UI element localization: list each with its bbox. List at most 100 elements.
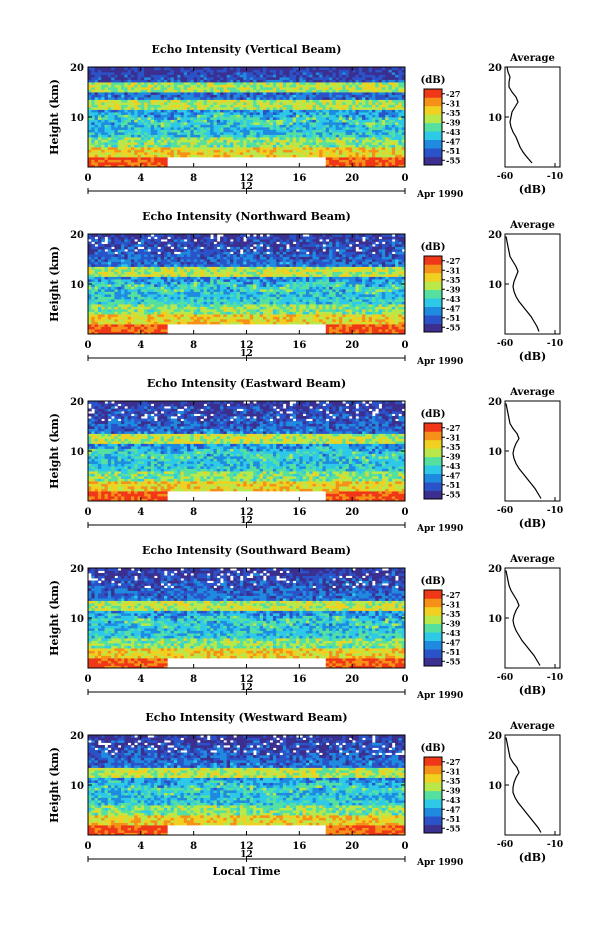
heatmap-cell xyxy=(130,99,135,103)
heatmap-cell xyxy=(187,84,191,88)
heatmap-cell xyxy=(173,309,178,312)
heatmap-cell xyxy=(381,306,386,310)
heatmap-cell xyxy=(150,132,155,135)
heatmap-cell xyxy=(335,314,340,317)
heatmap-cell xyxy=(177,79,181,83)
heatmap-cell xyxy=(157,114,162,118)
heatmap-cell xyxy=(325,109,330,113)
heatmap-cell xyxy=(97,99,102,103)
heatmap-cell xyxy=(398,89,403,93)
heatmap-cell xyxy=(345,104,350,108)
date-label: Apr 1990 xyxy=(416,190,463,200)
heatmap-cell xyxy=(253,92,257,95)
heatmap-cell xyxy=(223,99,228,103)
heatmap-cell xyxy=(305,321,310,325)
heatmap-cell xyxy=(395,162,399,165)
heatmap-cell xyxy=(173,139,178,143)
heatmap-cell xyxy=(378,304,383,307)
heatmap-cell xyxy=(305,94,310,98)
heatmap-cell xyxy=(388,117,393,120)
heatmap-cell xyxy=(226,301,231,305)
heatmap-cell xyxy=(246,109,251,113)
heatmap-cell xyxy=(342,104,346,108)
heatmap-cell xyxy=(220,87,224,90)
heatmap-cell xyxy=(91,306,95,310)
heatmap-cell xyxy=(315,99,320,103)
heatmap-cell xyxy=(196,67,201,70)
heatmap-cell xyxy=(147,319,152,322)
heatmap-cell xyxy=(329,311,333,315)
heatmap-cell xyxy=(365,79,370,83)
heatmap-cell xyxy=(269,84,274,88)
heatmap-cell xyxy=(101,114,105,118)
heatmap-cell xyxy=(279,72,284,75)
heatmap-cell xyxy=(107,324,112,327)
heatmap-cell xyxy=(97,314,102,317)
heatmap-cell xyxy=(352,77,356,80)
heatmap-cell xyxy=(338,89,343,93)
heatmap-cell xyxy=(289,299,294,302)
colorbar-swatch xyxy=(424,131,442,140)
heatmap-cell xyxy=(395,324,399,327)
heatmap-cell xyxy=(124,77,129,80)
heatmap-cell xyxy=(335,144,340,148)
heatmap-cell xyxy=(395,119,399,123)
heatmap-cell xyxy=(332,114,337,118)
heatmap-cell xyxy=(114,304,119,307)
heatmap-cell xyxy=(391,321,396,325)
heatmap-cell xyxy=(249,72,254,75)
heatmap-cell xyxy=(309,154,313,158)
heatmap-cell xyxy=(256,89,261,93)
heatmap-cell xyxy=(375,92,379,95)
heatmap-cell xyxy=(187,306,191,310)
heatmap-cell xyxy=(140,149,145,153)
heatmap-cell xyxy=(401,154,406,158)
heatmap-cell xyxy=(163,319,168,322)
heatmap-cell xyxy=(147,87,152,90)
heatmap-cell xyxy=(117,144,122,148)
heatmap-cell xyxy=(381,122,386,125)
heatmap-cell xyxy=(216,321,221,325)
heatmap-cell xyxy=(226,122,231,125)
heatmap-cell xyxy=(246,107,251,110)
heatmap-cell xyxy=(256,304,261,307)
heatmap-cell xyxy=(223,152,228,155)
heatmap-cell xyxy=(130,144,135,148)
heatmap-cell xyxy=(279,127,284,130)
heatmap-cell xyxy=(385,164,389,168)
heatmap-cell xyxy=(200,132,204,135)
heatmap-cell xyxy=(391,132,396,135)
heatmap-cell xyxy=(276,72,280,75)
heatmap-cell xyxy=(239,84,244,88)
heatmap-cell xyxy=(312,109,317,113)
heatmap-cell xyxy=(315,82,320,85)
heatmap-cell xyxy=(180,304,185,307)
heatmap-cell xyxy=(180,296,185,300)
heatmap-cell xyxy=(124,99,129,103)
heatmap-cell xyxy=(229,77,234,80)
heatmap-cell xyxy=(223,69,228,73)
heatmap-cell xyxy=(345,147,350,150)
heatmap-cell xyxy=(160,69,165,73)
heatmap-cell xyxy=(375,159,379,163)
heatmap-cell xyxy=(352,296,356,300)
heatmap-cell xyxy=(223,316,228,320)
heatmap-cell xyxy=(229,122,234,125)
heatmap-cell xyxy=(325,74,330,78)
heatmap-cell xyxy=(362,314,366,317)
heatmap-cell xyxy=(338,324,343,327)
heatmap-cell xyxy=(368,109,373,113)
heatmap-cell xyxy=(97,144,102,148)
heatmap-cell xyxy=(173,316,178,320)
heatmap-cell xyxy=(239,92,244,95)
heatmap-cell xyxy=(342,122,346,125)
heatmap-cell xyxy=(220,127,224,130)
heatmap-cell xyxy=(355,92,360,95)
heatmap-cell xyxy=(190,72,195,75)
heatmap-cell xyxy=(137,159,142,163)
heatmap-cell xyxy=(104,99,109,103)
heatmap-cell xyxy=(388,152,393,155)
heatmap-cell xyxy=(385,149,389,153)
heatmap-cell xyxy=(239,137,244,140)
heatmap-cell xyxy=(309,87,313,90)
